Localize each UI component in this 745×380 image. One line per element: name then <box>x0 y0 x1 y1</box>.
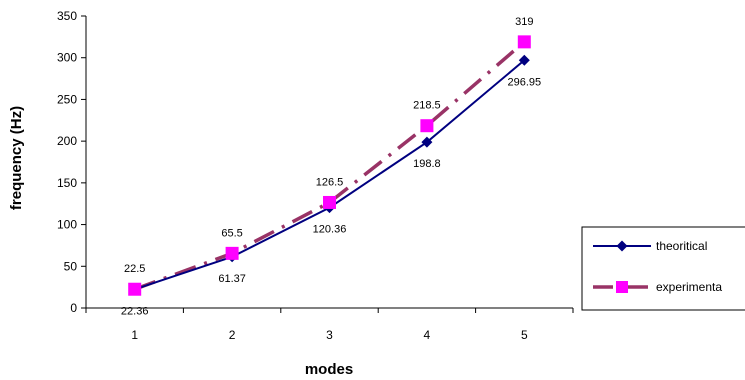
x-axis-title: modes <box>305 361 353 378</box>
y-axis: 0 50 100 150 200 250 300 350 <box>57 9 87 315</box>
x-tick-label: 4 <box>424 328 431 342</box>
y-tick-label: 250 <box>57 92 77 106</box>
legend-label-theoritical: theoritical <box>656 239 707 253</box>
series-layer <box>128 35 531 296</box>
experimenta-point <box>517 35 531 49</box>
x-tick-label: 1 <box>131 328 138 342</box>
theoritical-data-label: 22.36 <box>121 305 149 317</box>
x-tick-label: 5 <box>521 328 528 342</box>
experimenta-data-label: 126.5 <box>316 176 344 188</box>
y-tick-label: 50 <box>64 259 78 273</box>
y-tick-label: 300 <box>57 51 77 65</box>
legend-box <box>581 226 745 311</box>
experimenta-data-label: 22.5 <box>124 263 145 275</box>
theoritical-data-label: 120.36 <box>313 224 347 236</box>
experimenta-point <box>225 246 239 260</box>
legend-marker-experimenta <box>616 281 628 293</box>
experimenta-point <box>420 119 434 133</box>
theoritical-data-label: 61.37 <box>218 273 246 285</box>
theoritical-point <box>421 136 433 148</box>
x-axis: 1 2 3 4 5 <box>85 307 574 342</box>
series-line-experimenta <box>134 40 526 291</box>
experimenta-data-label: 218.5 <box>413 100 441 112</box>
y-tick-label: 100 <box>57 218 77 232</box>
experimenta-data-label: 319 <box>515 16 533 28</box>
theoritical-data-label: 198.8 <box>413 158 441 170</box>
data-labels: 22.5 65.5 126.5 218.5 319 22.36 61.37 120.36 198… <box>121 16 541 317</box>
y-tick-label: 150 <box>57 176 77 190</box>
legend-label-experimenta: experimenta <box>656 280 722 294</box>
legend: theoritical experimenta <box>581 226 745 311</box>
experimenta-data-label: 65.5 <box>221 227 242 239</box>
legend-marker-theoritical <box>616 240 628 252</box>
y-axis-title: frequency (Hz) <box>8 106 25 210</box>
y-tick-label: 350 <box>57 9 77 23</box>
series-line-theoritical <box>134 59 525 291</box>
y-tick-label: 200 <box>57 134 77 148</box>
theoritical-point <box>518 54 530 66</box>
theoritical-data-label: 296.95 <box>507 76 541 88</box>
x-tick-label: 2 <box>229 328 236 342</box>
experimenta-point <box>128 282 142 296</box>
x-tick-label: 3 <box>326 328 333 342</box>
y-tick-label: 0 <box>70 301 77 315</box>
experimenta-point <box>323 195 336 209</box>
